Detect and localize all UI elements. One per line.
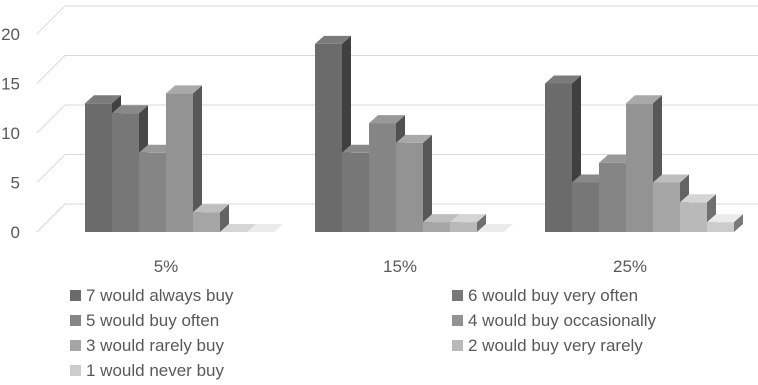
legend-item: 1 would never buy xyxy=(70,358,452,383)
legend-swatch xyxy=(70,290,81,301)
legend-swatch xyxy=(452,315,463,326)
legend-item: 4 would buy occasionally xyxy=(452,308,750,333)
legend-label: 2 would buy very rarely xyxy=(468,335,643,355)
legend-label: 3 would rarely buy xyxy=(86,335,224,355)
legend-item: 7 would always buy xyxy=(70,283,452,308)
y-tick-label: 10 xyxy=(1,124,20,143)
legend-swatch xyxy=(70,340,81,351)
bar xyxy=(396,134,432,232)
y-tick-label: 15 xyxy=(1,75,20,94)
legend: 7 would always buy 6 would buy very often… xyxy=(70,283,750,383)
legend-swatch xyxy=(70,365,81,376)
bars xyxy=(85,35,743,233)
bar xyxy=(680,194,716,232)
bar xyxy=(247,224,283,232)
y-tick-label: 20 xyxy=(1,25,20,44)
legend-label: 4 would buy occasionally xyxy=(468,310,657,330)
legend-item: 6 would buy very often xyxy=(452,283,750,308)
bar-chart: 0 5 10 15 20 5% 15% 25% xyxy=(1,5,758,276)
y-tick-label: 0 xyxy=(11,223,20,242)
floor-line xyxy=(36,203,758,233)
legend-swatch xyxy=(452,340,463,351)
gridline-5 xyxy=(36,154,758,183)
gridlines xyxy=(36,5,758,233)
x-category-label: 25% xyxy=(613,257,647,276)
bar xyxy=(193,204,229,232)
legend-label: 7 would always buy xyxy=(86,285,234,305)
x-category-label: 5% xyxy=(154,257,179,276)
y-tick-label: 5 xyxy=(11,174,20,193)
legend-label: 1 would never buy xyxy=(86,360,224,380)
x-axis-labels: 5% 15% 25% xyxy=(154,257,647,276)
legend-label: 5 would buy often xyxy=(86,310,220,330)
gridline-20 xyxy=(36,5,758,35)
legend-swatch xyxy=(70,315,81,326)
gridline-10 xyxy=(36,104,758,134)
legend-item: 2 would buy very rarely xyxy=(452,333,750,358)
bar xyxy=(220,224,256,232)
bar xyxy=(166,85,202,233)
bar xyxy=(477,224,513,232)
bar xyxy=(450,214,486,232)
legend-item: 3 would rarely buy xyxy=(70,333,452,358)
bar xyxy=(707,214,743,232)
y-axis-labels: 0 5 10 15 20 xyxy=(1,25,20,242)
bar xyxy=(545,75,581,232)
x-category-label: 15% xyxy=(383,257,417,276)
legend-item: 5 would buy often xyxy=(70,308,452,333)
gridline-15 xyxy=(36,55,758,84)
legend-swatch xyxy=(452,290,463,301)
legend-label: 6 would buy very often xyxy=(468,285,639,305)
